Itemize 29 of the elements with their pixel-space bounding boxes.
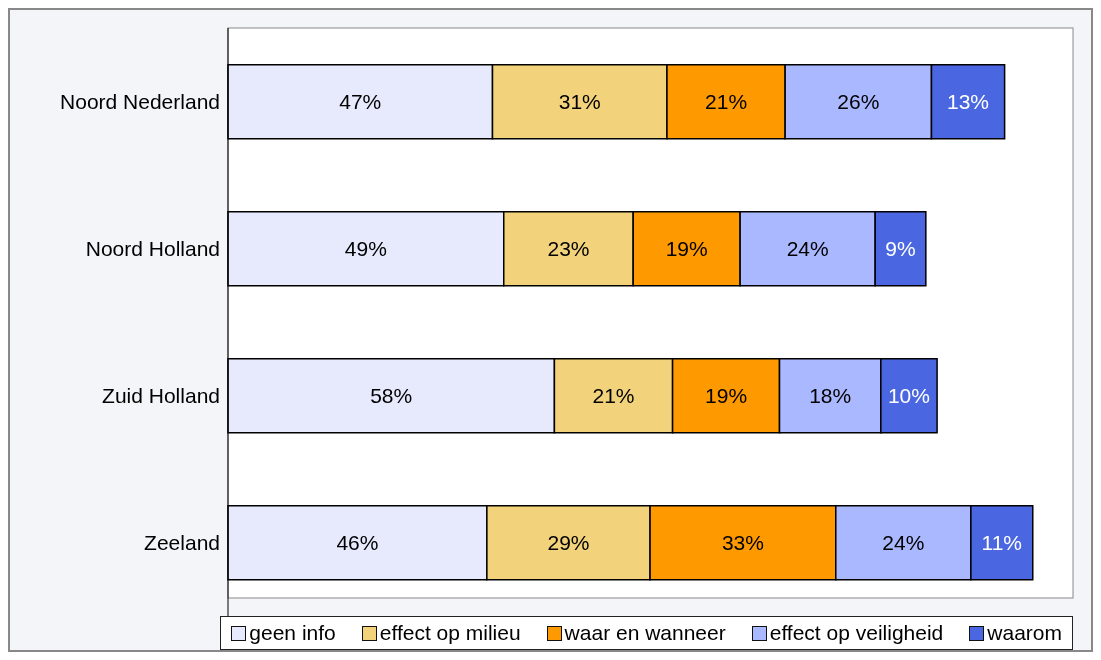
data-label: 49% — [344, 237, 387, 261]
data-label: 33% — [721, 531, 764, 555]
legend-label: waarom — [986, 621, 1062, 645]
data-label: 10% — [887, 384, 930, 408]
data-label: 47% — [339, 90, 382, 114]
data-label: 13% — [947, 90, 990, 114]
data-label: 18% — [809, 384, 852, 408]
data-label: 24% — [786, 237, 829, 261]
data-label: 19% — [705, 384, 748, 408]
data-label: 19% — [665, 237, 708, 261]
data-label: 11% — [981, 531, 1023, 555]
y-tick-label: Noord Nederland — [60, 89, 220, 113]
data-label: 24% — [882, 531, 925, 555]
data-label: 9% — [885, 237, 916, 261]
data-label: 29% — [547, 531, 590, 555]
data-label: 31% — [558, 90, 601, 114]
data-label: 21% — [592, 384, 635, 408]
y-tick-label: Zuid Holland — [102, 383, 220, 407]
legend-label: effect op milieu — [378, 621, 521, 645]
data-label: 58% — [370, 384, 413, 408]
legend-label: waar en wanneer — [563, 621, 726, 645]
y-tick-label: Noord Holland — [85, 236, 220, 260]
data-label: 26% — [837, 90, 880, 114]
data-label: 46% — [336, 531, 379, 555]
data-label: 23% — [547, 237, 590, 261]
legend-label: effect op veiligheid — [768, 621, 944, 645]
legend-label: geen info — [248, 621, 336, 645]
data-label: 21% — [705, 90, 748, 114]
y-tick-label: Zeeland — [144, 530, 220, 554]
